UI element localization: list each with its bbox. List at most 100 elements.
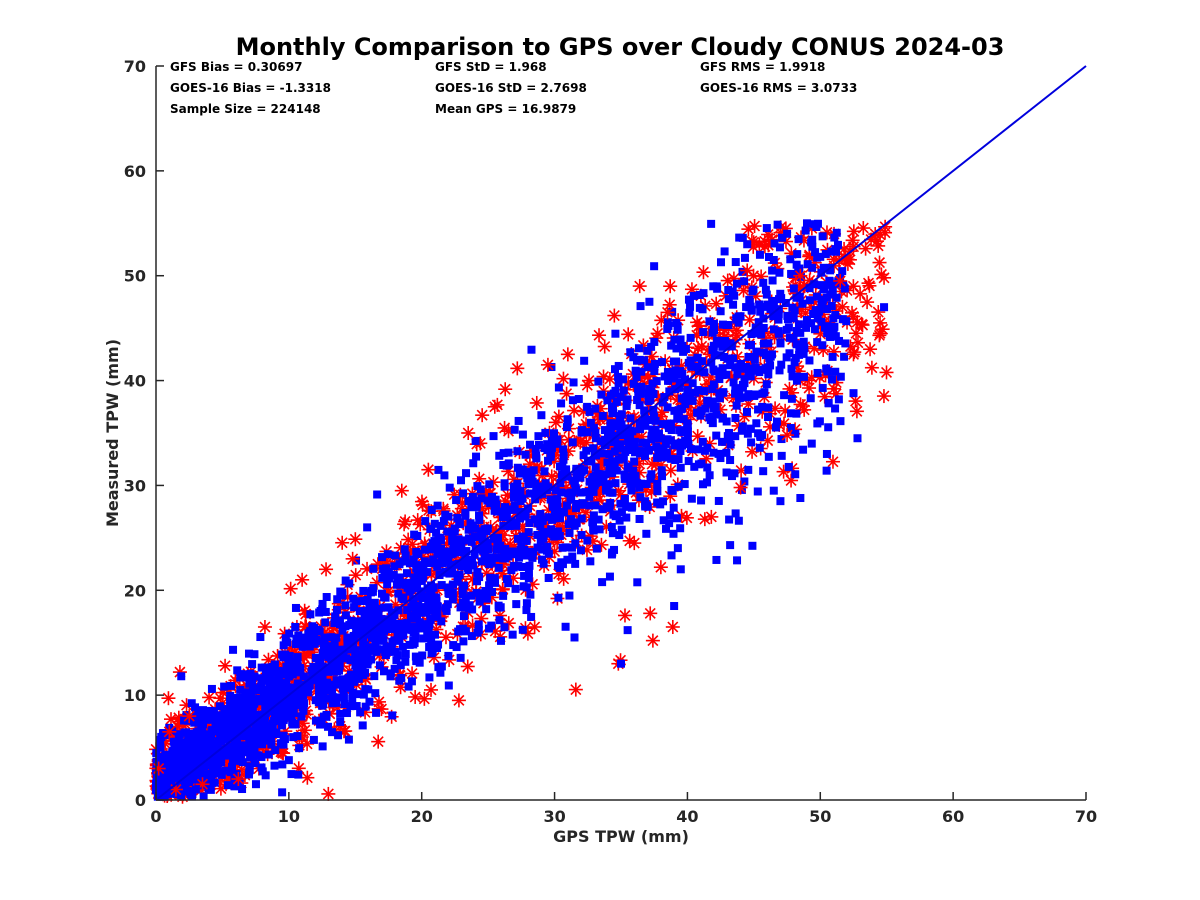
red-asterisk-point bbox=[833, 273, 848, 288]
x-tick-label: 10 bbox=[278, 807, 300, 826]
blue-square-point bbox=[670, 406, 679, 415]
blue-square-point bbox=[446, 550, 455, 559]
blue-square-point bbox=[471, 524, 480, 533]
blue-square-point bbox=[657, 466, 666, 475]
blue-square-point bbox=[230, 782, 239, 791]
blue-square-point bbox=[608, 529, 617, 538]
x-tick-label: 60 bbox=[942, 807, 964, 826]
blue-square-point bbox=[534, 432, 543, 441]
blue-square-point bbox=[698, 480, 707, 489]
blue-square-point bbox=[731, 432, 740, 441]
blue-square-point bbox=[492, 500, 501, 509]
blue-square-point bbox=[185, 747, 194, 756]
blue-square-point bbox=[344, 735, 353, 744]
blue-square-point bbox=[405, 640, 414, 649]
blue-square-point bbox=[386, 669, 395, 678]
red-asterisk-point bbox=[510, 361, 525, 376]
blue-square-point bbox=[208, 766, 217, 775]
blue-square-point bbox=[654, 449, 663, 458]
blue-square-point bbox=[391, 551, 400, 560]
blue-square-point bbox=[454, 548, 463, 557]
blue-square-point bbox=[314, 698, 323, 707]
blue-square-point bbox=[716, 307, 725, 316]
blue-square-point bbox=[646, 474, 655, 483]
blue-square-point bbox=[421, 517, 430, 526]
blue-square-point bbox=[588, 480, 597, 489]
blue-square-point bbox=[524, 480, 533, 489]
blue-square-point bbox=[577, 500, 586, 509]
blue-square-point bbox=[416, 561, 425, 570]
blue-square-point bbox=[716, 454, 725, 463]
blue-square-point bbox=[372, 708, 381, 717]
blue-square-point bbox=[747, 330, 756, 339]
red-asterisk-point bbox=[878, 225, 893, 240]
blue-square-point bbox=[405, 559, 414, 568]
red-asterisk-point bbox=[202, 690, 217, 705]
blue-square-point bbox=[622, 513, 631, 522]
blue-square-point bbox=[792, 376, 801, 385]
blue-square-point bbox=[683, 419, 692, 428]
blue-square-point bbox=[783, 315, 792, 324]
blue-square-point bbox=[478, 532, 487, 541]
blue-square-point bbox=[841, 339, 850, 348]
blue-square-point bbox=[217, 746, 226, 755]
red-asterisk-point bbox=[231, 772, 246, 787]
blue-square-point bbox=[826, 290, 835, 299]
blue-square-point bbox=[729, 354, 738, 363]
blue-square-point bbox=[361, 641, 370, 650]
blue-square-point bbox=[319, 689, 328, 698]
blue-square-point bbox=[557, 473, 566, 482]
blue-square-point bbox=[792, 293, 801, 302]
blue-square-point bbox=[236, 756, 245, 765]
blue-square-point bbox=[777, 451, 786, 460]
blue-square-point bbox=[423, 631, 432, 640]
blue-square-point bbox=[277, 679, 286, 688]
blue-square-point bbox=[664, 321, 673, 330]
blue-square-point bbox=[561, 622, 570, 631]
blue-square-point bbox=[659, 444, 668, 453]
blue-square-point bbox=[154, 789, 163, 798]
blue-square-point bbox=[676, 405, 685, 414]
blue-square-point bbox=[177, 747, 186, 756]
blue-square-point bbox=[494, 563, 503, 572]
blue-square-point bbox=[586, 418, 595, 427]
blue-square-point bbox=[510, 501, 519, 510]
blue-square-point bbox=[509, 563, 518, 572]
blue-square-point bbox=[461, 508, 470, 517]
blue-square-point bbox=[409, 623, 418, 632]
blue-square-point bbox=[330, 652, 339, 661]
blue-square-point bbox=[453, 577, 462, 586]
blue-square-point bbox=[591, 404, 600, 413]
blue-square-point bbox=[790, 358, 799, 367]
blue-square-point bbox=[667, 372, 676, 381]
blue-square-point bbox=[635, 483, 644, 492]
blue-square-point bbox=[791, 429, 800, 438]
blue-square-point bbox=[401, 551, 410, 560]
stat-goes-rms: GOES-16 RMS = 3.0733 bbox=[700, 81, 857, 95]
blue-square-point bbox=[700, 368, 709, 377]
blue-square-point bbox=[390, 624, 399, 633]
red-asterisk-point bbox=[371, 734, 386, 749]
blue-square-point bbox=[546, 495, 555, 504]
blue-square-point bbox=[414, 550, 423, 559]
blue-square-point bbox=[564, 520, 573, 529]
blue-square-point bbox=[637, 367, 646, 376]
blue-square-point bbox=[467, 632, 476, 641]
blue-square-point bbox=[287, 770, 296, 779]
blue-square-point bbox=[617, 508, 626, 517]
blue-square-point bbox=[722, 417, 731, 426]
stat-goes-bias: GOES-16 Bias = -1.3318 bbox=[170, 81, 331, 95]
blue-square-point bbox=[605, 465, 614, 474]
blue-square-point bbox=[283, 638, 292, 647]
blue-square-point bbox=[508, 630, 517, 639]
blue-square-point bbox=[457, 476, 466, 485]
blue-square-point bbox=[452, 496, 461, 505]
blue-square-point bbox=[810, 280, 819, 289]
red-asterisk-point bbox=[694, 339, 709, 354]
blue-square-point bbox=[482, 605, 491, 614]
blue-square-point bbox=[610, 458, 619, 467]
blue-square-point bbox=[580, 356, 589, 365]
blue-square-point bbox=[264, 697, 273, 706]
blue-square-point bbox=[735, 388, 744, 397]
blue-square-point bbox=[461, 593, 470, 602]
